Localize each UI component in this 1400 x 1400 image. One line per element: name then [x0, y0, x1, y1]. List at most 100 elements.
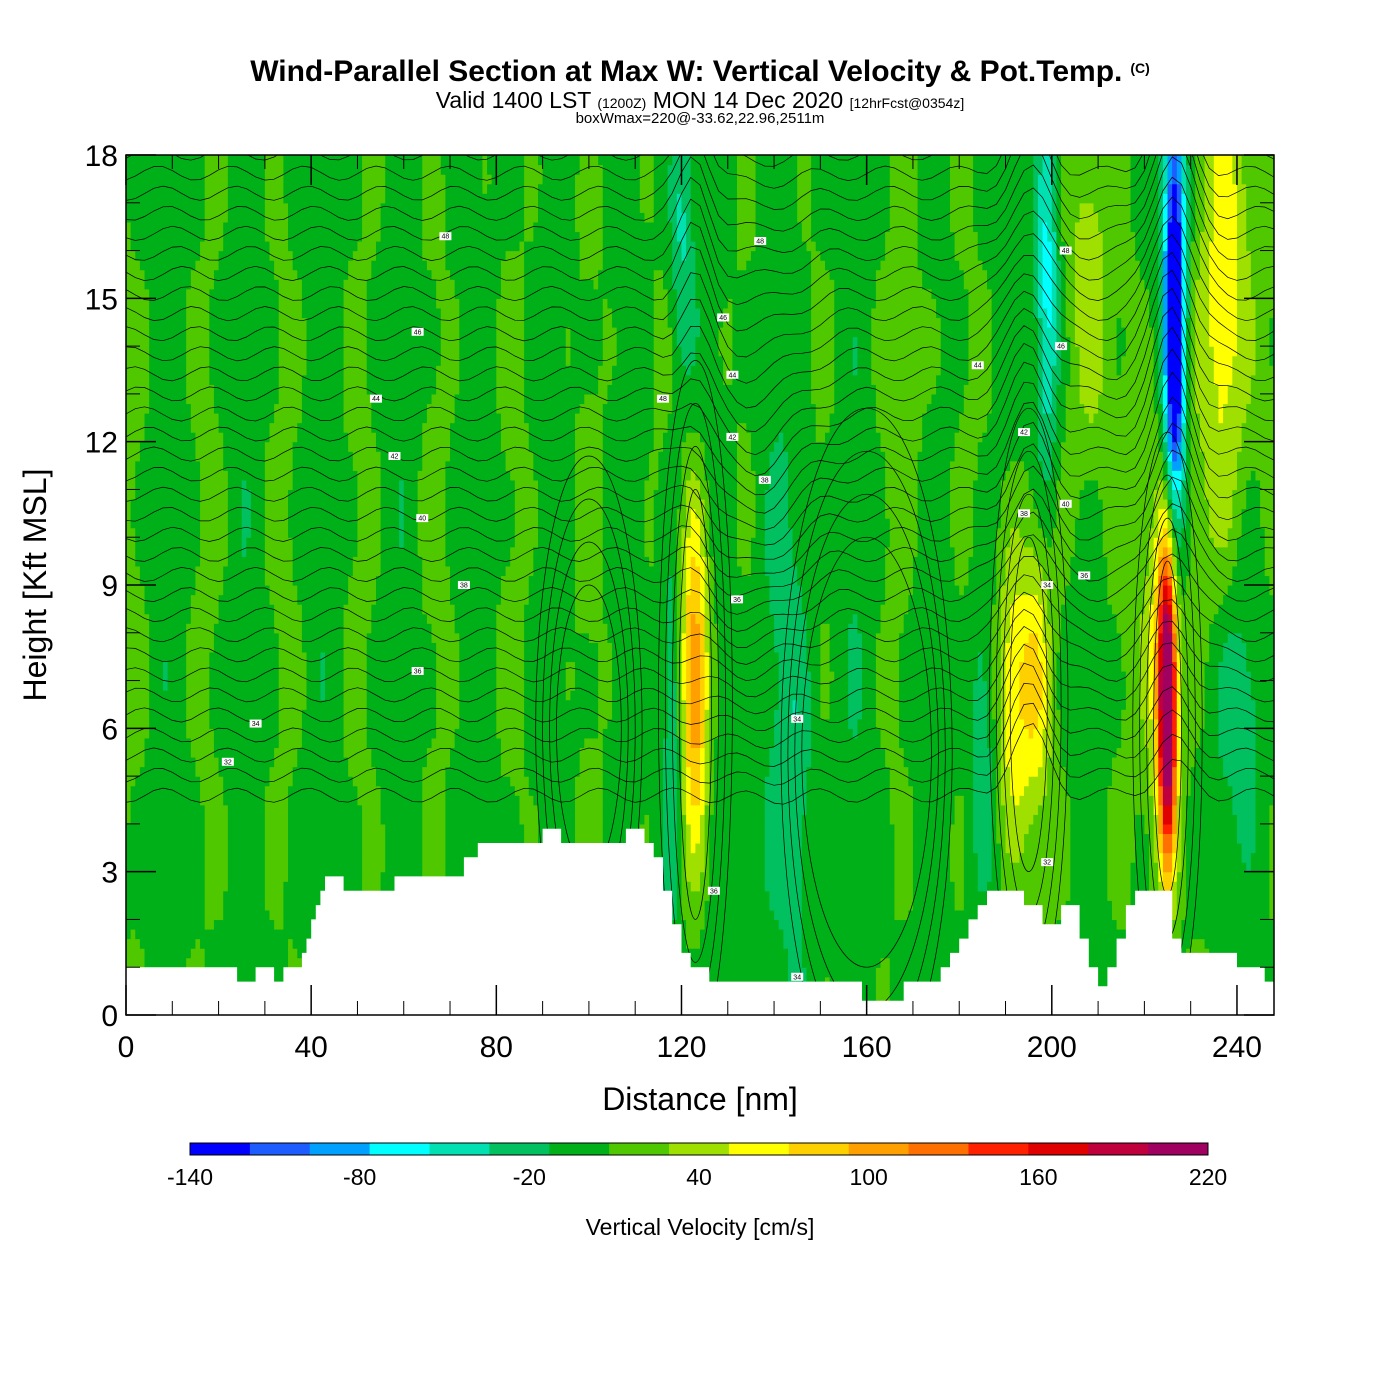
- velocity-cell: [255, 384, 261, 395]
- velocity-cell: [232, 623, 238, 634]
- velocity-cell: [274, 594, 280, 605]
- velocity-cell: [320, 403, 326, 414]
- velocity-cell: [195, 632, 201, 643]
- velocity-cell: [371, 279, 377, 290]
- velocity-cell: [334, 718, 340, 729]
- velocity-cell: [130, 365, 136, 376]
- velocity-cell: [126, 843, 132, 854]
- velocity-cell: [176, 202, 183, 213]
- velocity-cell: [246, 871, 252, 882]
- velocity-cell: [130, 269, 136, 280]
- velocity-cell: [167, 814, 173, 825]
- velocity-cell: [223, 651, 229, 663]
- velocity-cell: [371, 537, 377, 548]
- velocity-cell: [269, 671, 275, 682]
- velocity-cell: [176, 432, 183, 443]
- velocity-cell: [343, 164, 349, 175]
- velocity-cell: [352, 632, 359, 643]
- velocity-cell: [274, 651, 280, 663]
- velocity-cell: [149, 699, 155, 710]
- velocity-cell: [250, 651, 257, 663]
- velocity-cell: [274, 546, 280, 557]
- velocity-cell: [301, 155, 308, 156]
- velocity-cell: [366, 671, 372, 682]
- velocity-cell: [329, 757, 335, 768]
- velocity-cell: [209, 164, 215, 175]
- velocity-cell: [301, 642, 308, 653]
- velocity-cell: [190, 585, 197, 596]
- velocity-cell: [218, 260, 224, 271]
- velocity-cell: [325, 632, 331, 643]
- velocity-cell: [135, 451, 141, 462]
- velocity-cell: [232, 202, 238, 213]
- velocity-cell: [167, 460, 173, 471]
- velocity-cell: [288, 537, 294, 548]
- velocity-cell: [195, 241, 201, 252]
- velocity-cell: [250, 193, 257, 204]
- velocity-cell: [209, 642, 215, 653]
- velocity-cell: [172, 709, 178, 720]
- velocity-cell: [325, 757, 331, 768]
- velocity-cell: [255, 814, 261, 825]
- velocity-cell: [315, 307, 322, 319]
- velocity-cell: [204, 250, 210, 261]
- velocity-cell: [246, 862, 252, 873]
- velocity-cell: [126, 909, 132, 921]
- velocity-cell: [288, 957, 294, 968]
- velocity-cell: [264, 479, 271, 491]
- velocity-cell: [181, 565, 187, 577]
- velocity-cell: [343, 279, 349, 290]
- velocity-cell: [292, 747, 298, 758]
- velocity-cell: [126, 881, 132, 892]
- velocity-cell: [292, 470, 298, 481]
- velocity-cell: [241, 327, 247, 338]
- velocity-cell: [288, 632, 294, 643]
- velocity-cell: [297, 489, 303, 500]
- velocity-cell: [297, 795, 303, 806]
- velocity-cell: [320, 747, 326, 758]
- velocity-cell: [274, 909, 280, 921]
- velocity-cell: [246, 594, 252, 605]
- velocity-cell: [126, 757, 132, 768]
- velocity-cell: [200, 909, 206, 921]
- velocity-cell: [352, 479, 359, 491]
- velocity-cell: [348, 766, 354, 777]
- velocity-cell: [190, 728, 197, 739]
- velocity-cell: [260, 221, 266, 233]
- velocity-cell: [343, 795, 349, 806]
- velocity-cell: [190, 193, 197, 204]
- velocity-cell: [176, 403, 183, 414]
- velocity-cell: [329, 241, 335, 252]
- velocity-cell: [237, 690, 243, 701]
- velocity-cell: [250, 699, 257, 710]
- velocity-cell: [209, 221, 215, 233]
- velocity-cell: [306, 862, 312, 873]
- velocity-cell: [264, 346, 271, 357]
- velocity-cell: [274, 690, 280, 701]
- velocity-cell: [223, 499, 229, 510]
- velocity-cell: [311, 193, 317, 204]
- velocity-cell: [283, 604, 289, 615]
- velocity-cell: [269, 432, 275, 443]
- velocity-cell: [190, 852, 197, 863]
- velocity-cell: [195, 279, 201, 290]
- velocity-cell: [250, 413, 257, 424]
- velocity-cell: [176, 957, 183, 968]
- velocity-cell: [301, 823, 308, 835]
- velocity-cell: [186, 212, 192, 223]
- velocity-cell: [209, 575, 215, 586]
- velocity-cell: [172, 288, 178, 299]
- velocity-cell: [338, 336, 345, 347]
- velocity-cell: [278, 594, 284, 605]
- velocity-cell: [139, 632, 146, 643]
- velocity-cell: [264, 661, 271, 672]
- velocity-cell: [362, 279, 368, 290]
- velocity-cell: [255, 929, 261, 940]
- velocity-cell: [338, 671, 345, 682]
- velocity-cell: [186, 403, 192, 414]
- velocity-cell: [315, 499, 322, 510]
- velocity-cell: [200, 795, 206, 806]
- velocity-cell: [195, 814, 201, 825]
- velocity-cell: [260, 737, 266, 749]
- velocity-cell: [315, 231, 322, 242]
